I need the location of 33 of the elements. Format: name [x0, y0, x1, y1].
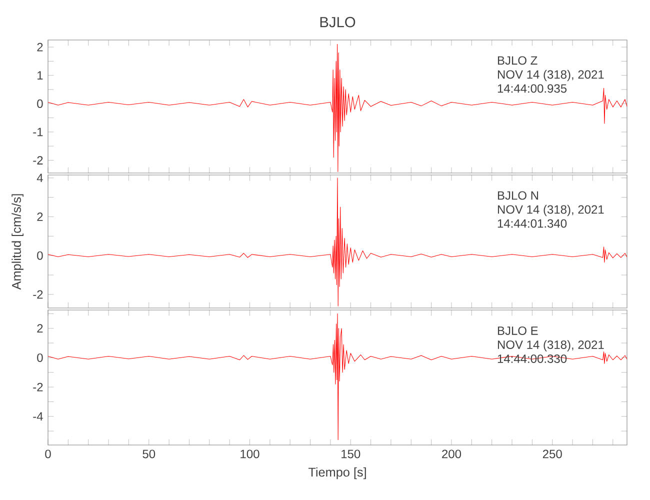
y-tick-label: 2 — [37, 42, 43, 52]
x-tick-label: 150 — [342, 450, 360, 458]
annotation: NOV 14 (318), 2021 — [498, 204, 604, 216]
x-tick-label: 200 — [442, 450, 462, 458]
annotation: NOV 14 (318), 2021 — [498, 340, 604, 352]
y-tick-label: -2 — [33, 382, 43, 392]
x-tick-label: 100 — [240, 450, 260, 458]
annotation: 14:44:01.340 — [498, 219, 567, 228]
y-tick-label: -4 — [33, 412, 43, 421]
annotation: BJLO E — [498, 326, 538, 335]
y-tick-label: 0 — [37, 251, 43, 260]
y-tick-label: 2 — [37, 212, 43, 221]
x-axis-title: Tiempo [s] — [308, 467, 366, 480]
x-tick-label: 250 — [542, 450, 562, 458]
y-tick-label: 1 — [38, 71, 43, 80]
annotation: BJLO N — [498, 191, 538, 200]
y-tick-label: 0 — [37, 353, 43, 362]
y-tick-label: -2 — [33, 290, 43, 299]
y-tick-label: 2 — [37, 324, 43, 333]
y-axis-title: Amplitud [cm/s/s] — [12, 194, 24, 290]
y-tick-label: 4 — [36, 174, 43, 182]
y-tick-label: 0 — [37, 99, 43, 108]
line-series — [48, 44, 627, 172]
chart-title: BJLO — [320, 16, 356, 28]
x-tick-label: 50 — [142, 450, 156, 458]
line-series — [48, 178, 627, 306]
annotation: 14:44:00.935 — [498, 84, 567, 93]
line-series — [48, 313, 627, 440]
annotation: NOV 14 (318), 2021 — [498, 70, 604, 82]
x-tick-label: 0 — [45, 450, 51, 458]
annotation: BJLO Z — [498, 56, 538, 65]
y-tick-label: -2 — [33, 156, 43, 164]
y-tick-label: -1 — [33, 128, 43, 136]
